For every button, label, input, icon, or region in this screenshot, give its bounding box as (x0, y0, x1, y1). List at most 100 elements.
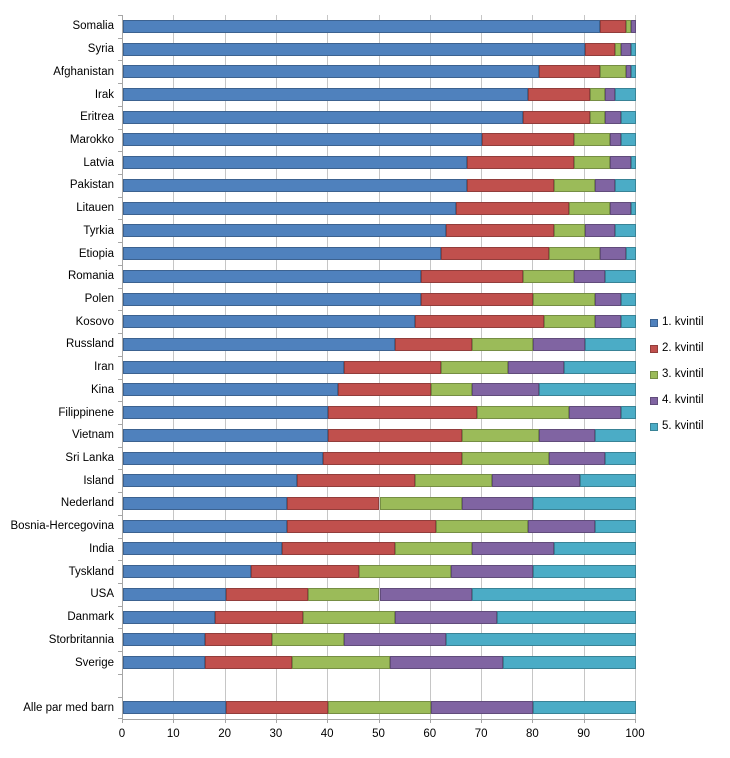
bar-segment (538, 428, 595, 442)
y-axis-tick (118, 60, 122, 62)
y-axis-tick (118, 514, 122, 516)
bar-row (123, 178, 636, 192)
x-tick-label: 10 (166, 728, 180, 740)
bar-segment (430, 701, 534, 715)
category-label: Latvia (83, 156, 114, 169)
x-axis-tick (378, 719, 380, 723)
bar-row (123, 633, 636, 647)
bar-segment (605, 88, 616, 102)
category-label: USA (90, 588, 114, 601)
legend-swatch (650, 396, 658, 405)
bar-row (123, 42, 636, 56)
y-axis-tick (118, 151, 122, 153)
category-label: Tyskland (68, 565, 114, 578)
y-axis-tick (118, 718, 122, 719)
bar-segment (123, 428, 329, 442)
bar-segment (205, 633, 272, 647)
bar-segment (533, 565, 636, 579)
bar-segment (123, 451, 324, 465)
bar-row (123, 269, 636, 283)
bar-segment (123, 406, 329, 420)
y-axis-tick (118, 583, 122, 584)
bar-row (123, 133, 636, 147)
bar-segment (441, 247, 549, 261)
y-axis-tick (118, 537, 122, 539)
bar-segment (271, 633, 344, 647)
bar-row (123, 451, 636, 465)
bar-segment (302, 610, 395, 624)
bar-segment (584, 42, 616, 56)
bar-segment (553, 224, 585, 238)
bar-row (123, 110, 636, 124)
category-label: Marokko (69, 133, 114, 146)
bar-segment (482, 133, 575, 147)
bar-segment (287, 519, 436, 533)
bar-segment (461, 428, 539, 442)
bar-segment (548, 247, 601, 261)
x-axis-tick (532, 719, 534, 723)
bar-segment (123, 110, 524, 124)
bar-segment (123, 587, 226, 601)
legend-swatch (650, 422, 658, 431)
bar-row (123, 542, 636, 556)
bar-segment (123, 315, 416, 329)
bar-segment (584, 224, 616, 238)
bar-segment (323, 451, 462, 465)
bar-segment (123, 269, 421, 283)
bar-segment (394, 610, 498, 624)
bar-segment (123, 360, 344, 374)
bar-segment (630, 65, 636, 79)
y-axis-tick (118, 605, 122, 607)
legend: 1. kvintil 2. kvintil 3. kvintil 4. kvintil… (650, 316, 730, 446)
bar-segment (123, 519, 288, 533)
bar-segment (287, 496, 380, 510)
x-axis-tick (224, 719, 226, 723)
y-axis-tick (118, 310, 122, 312)
bar-segment (553, 178, 595, 192)
bar-segment (553, 542, 636, 556)
bar-segment (123, 178, 467, 192)
bar-segment (456, 201, 570, 215)
bar-segment (466, 156, 575, 170)
category-label: Island (83, 474, 114, 487)
bar-segment (466, 178, 554, 192)
y-axis-tick (118, 401, 122, 403)
bar-segment (584, 337, 636, 351)
x-tick-label: 0 (118, 728, 126, 740)
bar-segment (415, 315, 544, 329)
bar-segment (446, 633, 636, 647)
bar-segment (123, 542, 283, 556)
y-axis-tick (118, 651, 122, 653)
x-tick-label: 30 (269, 728, 283, 740)
bar-segment (600, 65, 626, 79)
bar-segment (533, 292, 595, 306)
x-axis-tick (122, 719, 123, 723)
y-axis-tick (118, 696, 122, 698)
y-axis-tick (118, 423, 122, 425)
bar-row (123, 406, 636, 420)
bar-segment (123, 88, 529, 102)
bar-segment (297, 474, 416, 488)
bar-segment (615, 42, 621, 56)
bar-row (123, 65, 636, 79)
bar-segment (471, 337, 534, 351)
legend-item: 1. kvintil (650, 316, 730, 329)
bar-segment (123, 42, 585, 56)
bar-segment (533, 337, 585, 351)
bar-segment (446, 224, 554, 238)
bar-segment (594, 292, 621, 306)
bar-row (123, 474, 636, 488)
bar-segment (123, 156, 467, 170)
x-tick-label: 70 (474, 728, 488, 740)
bar-row (123, 610, 636, 624)
bar-segment (123, 633, 206, 647)
bar-segment (630, 156, 636, 170)
legend-label: 3. kvintil (662, 368, 704, 380)
bar-segment (574, 269, 606, 283)
bar-row (123, 224, 636, 238)
y-axis-tick (118, 196, 122, 198)
x-axis-tick (583, 719, 585, 723)
y-axis-tick (118, 105, 122, 107)
bar-segment (502, 656, 636, 670)
bar-segment (215, 610, 303, 624)
